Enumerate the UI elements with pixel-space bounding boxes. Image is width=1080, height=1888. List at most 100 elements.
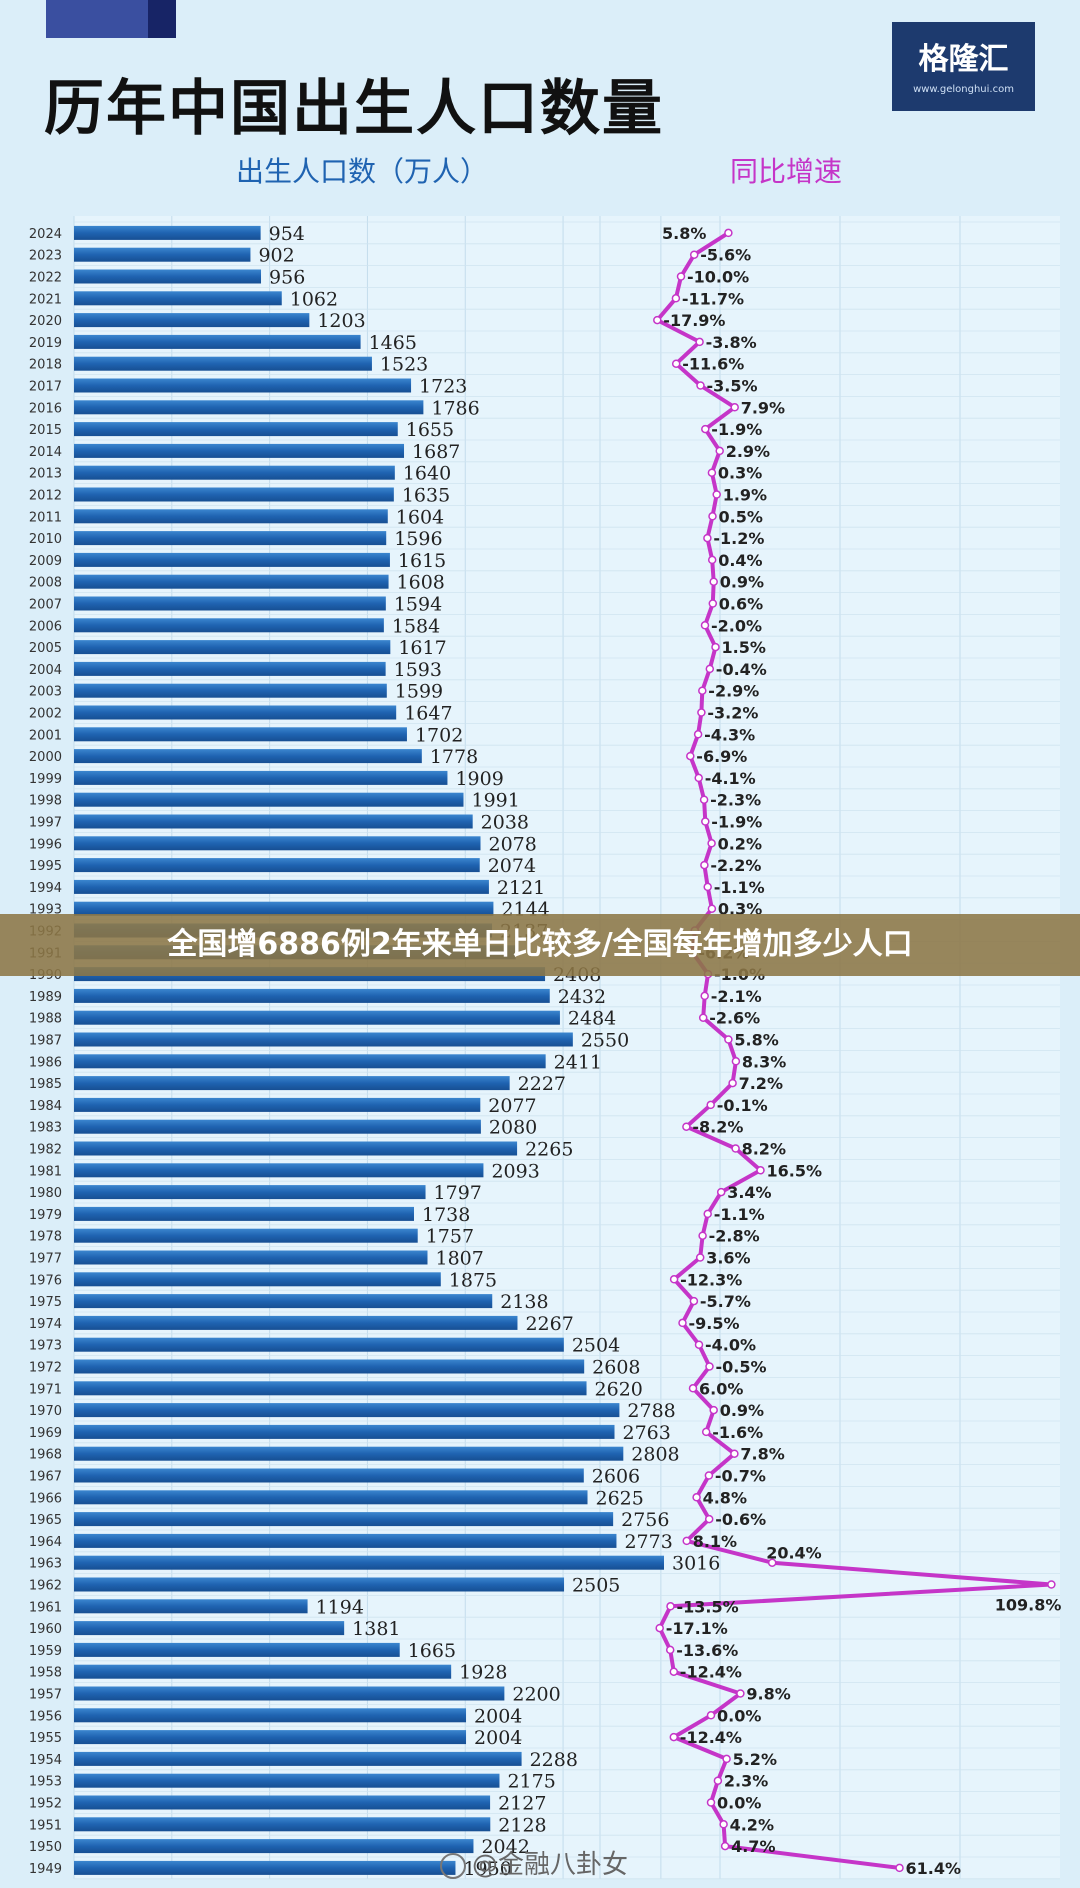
growth-point: [686, 751, 695, 761]
year-tick-label: 1983: [29, 1121, 62, 1136]
growth-point: [694, 1340, 704, 1349]
year-tick-label: 1982: [29, 1143, 62, 1158]
year-tick-label: 2013: [29, 467, 62, 482]
growth-value-label: 5.8%: [734, 1031, 778, 1050]
growth-value-label: 16.5%: [767, 1161, 823, 1180]
growth-value-label: 0.9%: [720, 573, 764, 592]
growth-point: [669, 1275, 679, 1284]
year-tick-label: 1989: [29, 990, 62, 1005]
bar-value-label: 2227: [518, 1073, 566, 1095]
bar: [74, 291, 282, 306]
bar: [74, 1272, 441, 1287]
year-tick-label: 1977: [29, 1252, 62, 1267]
growth-point: [693, 730, 703, 739]
year-tick-label: 1950: [29, 1840, 62, 1855]
bar: [74, 1512, 614, 1527]
growth-value-label: -0.6%: [715, 1510, 766, 1529]
year-tick-label: 1979: [29, 1208, 62, 1223]
growth-point: [736, 1689, 745, 1698]
growth-point: [707, 555, 717, 565]
bar: [74, 1250, 428, 1265]
bar: [74, 770, 448, 785]
growth-point: [698, 1013, 708, 1022]
growth-point: [678, 1318, 687, 1328]
bar-value-label: 2606: [592, 1466, 640, 1488]
growth-value-label: 7.8%: [740, 1445, 784, 1464]
bar-value-label: 1194: [316, 1596, 364, 1618]
growth-value-label: -12.3%: [680, 1270, 742, 1289]
growth-point: [703, 533, 712, 543]
bar: [74, 879, 489, 894]
growth-value-label: 3.4%: [727, 1183, 771, 1202]
bar: [74, 531, 387, 546]
bar-value-label: 1950: [463, 1858, 511, 1880]
bar-value-label: 2038: [481, 812, 529, 834]
bar: [74, 1730, 467, 1745]
growth-value-label: 0.0%: [717, 1794, 761, 1813]
growth-point: [1047, 1580, 1056, 1589]
year-tick-label: 2012: [29, 489, 62, 504]
logo-text: 格隆汇: [918, 42, 1009, 77]
growth-point: [707, 468, 717, 477]
growth-point: [730, 403, 739, 412]
growth-value-label: -13.5%: [677, 1597, 739, 1616]
year-tick-label: 2015: [29, 423, 62, 438]
bar: [74, 574, 389, 589]
bar-value-label: 2200: [512, 1684, 560, 1706]
bar: [74, 269, 262, 284]
growth-value-label: 6.0%: [699, 1379, 743, 1398]
year-tick-label: 2007: [29, 598, 62, 613]
growth-point: [688, 1384, 698, 1393]
bar: [74, 1773, 500, 1788]
growth-value-label: 0.4%: [718, 551, 762, 570]
growth-point: [731, 1144, 740, 1153]
caption-banner: 全国增6886例2年来单日比较多/全国每年增加多少人口: [0, 914, 1080, 976]
growth-point: [653, 315, 662, 325]
bar-value-label: 1778: [430, 746, 478, 768]
bar: [74, 705, 397, 720]
bar-value-label: 1599: [395, 681, 443, 703]
bar-value-label: 2504: [572, 1335, 620, 1357]
year-tick-label: 1970: [29, 1404, 62, 1419]
bar-value-label: 2127: [498, 1793, 546, 1815]
bar: [74, 1228, 418, 1243]
bar: [74, 901, 494, 916]
growth-point: [724, 1035, 733, 1044]
growth-value-label: -2.0%: [711, 616, 762, 635]
bar-value-label: 2620: [595, 1378, 643, 1400]
year-tick-label: 1988: [29, 1012, 62, 1027]
bar-value-label: 1665: [408, 1640, 456, 1662]
bar-value-label: 2128: [498, 1814, 546, 1836]
bar: [74, 1490, 588, 1505]
growth-point: [704, 1514, 714, 1524]
legend-line-series: 同比增速: [730, 155, 843, 188]
bar: [74, 792, 464, 807]
year-tick-label: 2006: [29, 619, 62, 634]
year-tick-label: 1987: [29, 1034, 62, 1049]
growth-value-label: 4.8%: [703, 1488, 747, 1507]
bar-value-label: 1797: [434, 1182, 482, 1204]
growth-point: [655, 1623, 664, 1633]
bar: [74, 1839, 474, 1854]
growth-value-label: -17.1%: [666, 1619, 728, 1638]
bar-value-label: 1640: [403, 463, 451, 485]
bar: [74, 1599, 308, 1614]
bar-value-label: 954: [269, 223, 305, 245]
year-tick-label: 2021: [29, 292, 62, 307]
bar-value-label: 3016: [672, 1553, 720, 1575]
growth-value-label: -2.6%: [709, 1009, 760, 1028]
bar: [74, 814, 473, 829]
bar-value-label: 2004: [474, 1705, 522, 1727]
growth-value-label: 0.9%: [720, 1401, 764, 1420]
year-tick-label: 1962: [29, 1579, 62, 1594]
weibo-icon: [440, 1852, 466, 1879]
bar-value-label: 2080: [489, 1117, 537, 1139]
growth-point: [698, 1231, 707, 1240]
bar: [74, 727, 407, 742]
bar: [74, 1294, 493, 1309]
year-tick-label: 1995: [29, 859, 62, 874]
year-tick-label: 2001: [29, 728, 62, 743]
bar-value-label: 1594: [394, 594, 442, 616]
year-tick-label: 1952: [29, 1797, 62, 1812]
year-tick-label: 1953: [29, 1775, 62, 1790]
